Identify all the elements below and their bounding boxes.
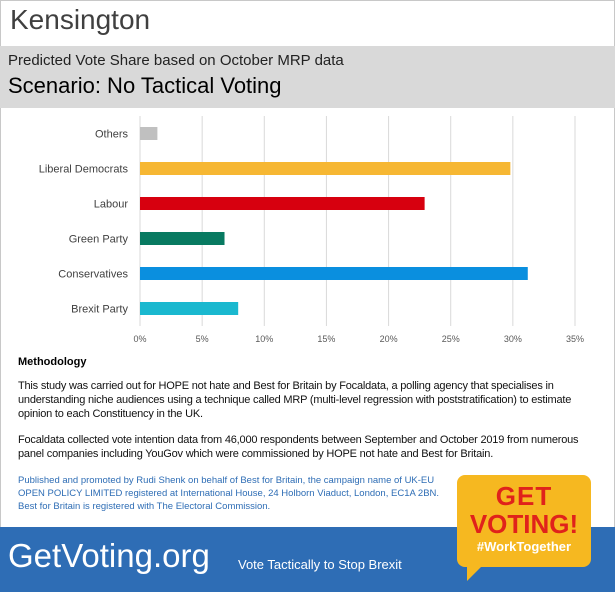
- badge-speech-tail: [467, 565, 483, 581]
- footer-tagline: Vote Tactically to Stop Brexit: [238, 557, 402, 572]
- header-band: Predicted Vote Share based on October MR…: [0, 46, 615, 108]
- category-label: Labour: [94, 199, 129, 211]
- publisher-imprint: Published and promoted by Rudi Shenk on …: [18, 475, 440, 512]
- methodology-paragraph-1: This study was carried out for HOPE not …: [18, 380, 572, 420]
- x-tick-label: 30%: [504, 334, 522, 344]
- chart-subtitle: Predicted Vote Share based on October MR…: [8, 52, 344, 69]
- scenario-title: Scenario: No Tactical Voting: [8, 73, 282, 98]
- bar: [140, 232, 225, 245]
- badge-line-voting: VOTING!: [469, 509, 579, 539]
- category-label: Others: [95, 129, 129, 141]
- category-label: Conservatives: [58, 269, 128, 281]
- x-tick-label: 0%: [133, 334, 146, 344]
- constituency-title: Kensington: [10, 4, 151, 35]
- vote-share-chart: 0% 5% 10% 15% 20% 25% 30% 35% Others Liberal Demo…: [39, 116, 584, 344]
- category-label: Brexit Party: [71, 304, 128, 316]
- bar: [140, 127, 158, 140]
- methodology-heading: Methodology: [18, 356, 87, 368]
- x-tick-label: 15%: [317, 334, 335, 344]
- x-tick-label: 10%: [255, 334, 273, 344]
- x-tick-label: 5%: [196, 334, 209, 344]
- methodology-paragraph-2: Focaldata collected vote intention data …: [18, 434, 579, 460]
- x-tick-label: 20%: [380, 334, 398, 344]
- x-tick-label: 35%: [566, 334, 584, 344]
- badge-hashtag: #WorkTogether: [476, 539, 572, 554]
- bar: [140, 267, 528, 280]
- category-label: Green Party: [69, 234, 129, 246]
- bar: [140, 302, 239, 315]
- x-tick-label: 25%: [442, 334, 460, 344]
- footer-brand-link[interactable]: GetVoting.org: [8, 537, 210, 574]
- bar: [140, 197, 425, 210]
- category-label: Liberal Democrats: [39, 164, 129, 176]
- bar: [140, 162, 511, 175]
- get-voting-badge: GET VOTING! #WorkTogether: [457, 475, 591, 581]
- badge-line-get: GET: [495, 481, 553, 511]
